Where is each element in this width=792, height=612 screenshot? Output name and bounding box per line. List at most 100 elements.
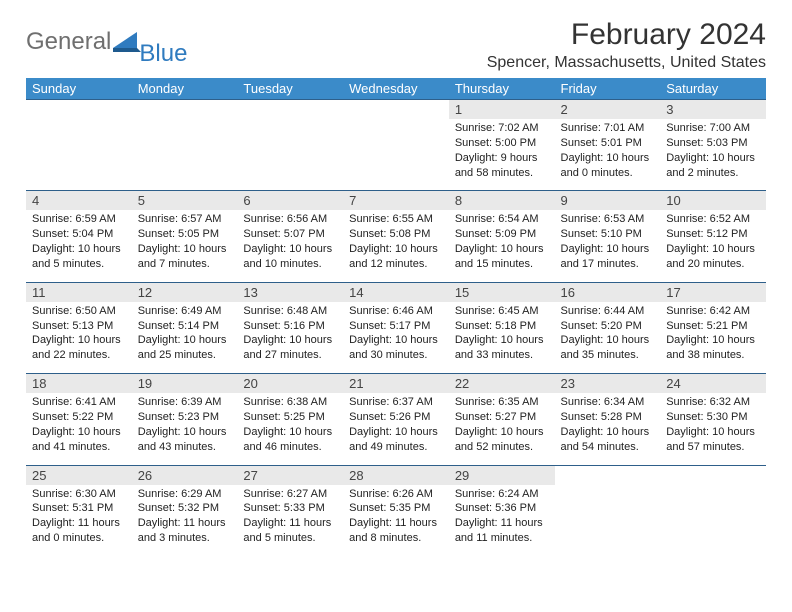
logo-text-general: General	[26, 28, 111, 56]
dow-header: Saturday	[660, 78, 766, 100]
sunrise-text: Sunrise: 6:46 AM	[349, 304, 443, 319]
day-number-cell	[132, 100, 238, 120]
day-detail-cell: Sunrise: 6:45 AMSunset: 5:18 PMDaylight:…	[449, 302, 555, 374]
sunset-text: Sunset: 5:09 PM	[455, 227, 549, 242]
sunset-text: Sunset: 5:17 PM	[349, 319, 443, 334]
day-of-week-row: SundayMondayTuesdayWednesdayThursdayFrid…	[26, 78, 766, 100]
sunset-text: Sunset: 5:12 PM	[666, 227, 760, 242]
daylight-text: Daylight: 10 hours and 30 minutes.	[349, 333, 443, 363]
day-number-cell: 20	[237, 374, 343, 394]
sunrise-text: Sunrise: 6:41 AM	[32, 395, 126, 410]
daylight-text: Daylight: 10 hours and 27 minutes.	[243, 333, 337, 363]
day-detail-cell: Sunrise: 6:29 AMSunset: 5:32 PMDaylight:…	[132, 485, 238, 556]
day-detail-cell	[132, 119, 238, 191]
day-detail-cell: Sunrise: 6:26 AMSunset: 5:35 PMDaylight:…	[343, 485, 449, 556]
daylight-text: Daylight: 10 hours and 57 minutes.	[666, 425, 760, 455]
sunrise-text: Sunrise: 6:53 AM	[561, 212, 655, 227]
sunset-text: Sunset: 5:14 PM	[138, 319, 232, 334]
day-number-cell: 29	[449, 465, 555, 485]
sunrise-text: Sunrise: 6:24 AM	[455, 487, 549, 502]
day-number-row: 123	[26, 100, 766, 120]
month-title: February 2024	[487, 18, 766, 52]
page-header: General Blue February 2024 Spencer, Mass…	[26, 18, 766, 72]
day-detail-cell: Sunrise: 6:24 AMSunset: 5:36 PMDaylight:…	[449, 485, 555, 556]
day-detail-cell	[660, 485, 766, 556]
day-detail-cell: Sunrise: 6:44 AMSunset: 5:20 PMDaylight:…	[555, 302, 661, 374]
sunrise-text: Sunrise: 6:27 AM	[243, 487, 337, 502]
daylight-text: Daylight: 11 hours and 11 minutes.	[455, 516, 549, 546]
sunrise-text: Sunrise: 6:49 AM	[138, 304, 232, 319]
sunset-text: Sunset: 5:33 PM	[243, 501, 337, 516]
day-detail-cell: Sunrise: 6:35 AMSunset: 5:27 PMDaylight:…	[449, 393, 555, 465]
sunset-text: Sunset: 5:04 PM	[32, 227, 126, 242]
day-detail-cell: Sunrise: 6:57 AMSunset: 5:05 PMDaylight:…	[132, 210, 238, 282]
day-number-cell: 18	[26, 374, 132, 394]
day-detail-cell	[26, 119, 132, 191]
sunset-text: Sunset: 5:31 PM	[32, 501, 126, 516]
day-number-cell	[555, 465, 661, 485]
sunrise-text: Sunrise: 6:26 AM	[349, 487, 443, 502]
day-detail-cell: Sunrise: 6:38 AMSunset: 5:25 PMDaylight:…	[237, 393, 343, 465]
daylight-text: Daylight: 10 hours and 54 minutes.	[561, 425, 655, 455]
sunset-text: Sunset: 5:05 PM	[138, 227, 232, 242]
day-number-cell: 21	[343, 374, 449, 394]
sunrise-text: Sunrise: 7:01 AM	[561, 121, 655, 136]
day-number-cell: 3	[660, 100, 766, 120]
daylight-text: Daylight: 10 hours and 46 minutes.	[243, 425, 337, 455]
day-number-cell: 26	[132, 465, 238, 485]
logo-triangle-icon	[113, 32, 141, 52]
daylight-text: Daylight: 10 hours and 5 minutes.	[32, 242, 126, 272]
daylight-text: Daylight: 11 hours and 5 minutes.	[243, 516, 337, 546]
day-number-cell	[26, 100, 132, 120]
day-detail-cell: Sunrise: 6:27 AMSunset: 5:33 PMDaylight:…	[237, 485, 343, 556]
day-number-cell: 7	[343, 191, 449, 211]
day-detail-cell: Sunrise: 6:50 AMSunset: 5:13 PMDaylight:…	[26, 302, 132, 374]
day-detail-cell: Sunrise: 6:53 AMSunset: 5:10 PMDaylight:…	[555, 210, 661, 282]
sunrise-text: Sunrise: 6:29 AM	[138, 487, 232, 502]
daylight-text: Daylight: 10 hours and 20 minutes.	[666, 242, 760, 272]
sunrise-text: Sunrise: 6:56 AM	[243, 212, 337, 227]
sunset-text: Sunset: 5:27 PM	[455, 410, 549, 425]
sunrise-text: Sunrise: 6:55 AM	[349, 212, 443, 227]
daylight-text: Daylight: 10 hours and 49 minutes.	[349, 425, 443, 455]
sunset-text: Sunset: 5:22 PM	[32, 410, 126, 425]
calendar-page: General Blue February 2024 Spencer, Mass…	[0, 0, 792, 556]
day-number-cell: 10	[660, 191, 766, 211]
daylight-text: Daylight: 10 hours and 43 minutes.	[138, 425, 232, 455]
daylight-text: Daylight: 10 hours and 0 minutes.	[561, 151, 655, 181]
title-block: February 2024 Spencer, Massachusetts, Un…	[487, 18, 766, 72]
sunset-text: Sunset: 5:25 PM	[243, 410, 337, 425]
daylight-text: Daylight: 9 hours and 58 minutes.	[455, 151, 549, 181]
day-number-cell: 23	[555, 374, 661, 394]
sunrise-text: Sunrise: 6:59 AM	[32, 212, 126, 227]
day-number-cell: 12	[132, 282, 238, 302]
day-number-cell: 5	[132, 191, 238, 211]
day-detail-cell: Sunrise: 7:01 AMSunset: 5:01 PMDaylight:…	[555, 119, 661, 191]
day-number-cell: 24	[660, 374, 766, 394]
sunset-text: Sunset: 5:21 PM	[666, 319, 760, 334]
sunset-text: Sunset: 5:16 PM	[243, 319, 337, 334]
sunset-text: Sunset: 5:26 PM	[349, 410, 443, 425]
logo: General Blue	[26, 18, 191, 56]
sunset-text: Sunset: 5:28 PM	[561, 410, 655, 425]
sunrise-text: Sunrise: 6:44 AM	[561, 304, 655, 319]
day-detail-cell: Sunrise: 6:32 AMSunset: 5:30 PMDaylight:…	[660, 393, 766, 465]
day-number-cell	[343, 100, 449, 120]
day-detail-cell	[343, 119, 449, 191]
sunrise-text: Sunrise: 6:34 AM	[561, 395, 655, 410]
day-number-cell	[660, 465, 766, 485]
calendar-table: SundayMondayTuesdayWednesdayThursdayFrid…	[26, 78, 766, 556]
day-number-cell: 13	[237, 282, 343, 302]
sunrise-text: Sunrise: 7:02 AM	[455, 121, 549, 136]
sunrise-text: Sunrise: 6:39 AM	[138, 395, 232, 410]
day-number-cell	[237, 100, 343, 120]
day-detail-cell: Sunrise: 6:49 AMSunset: 5:14 PMDaylight:…	[132, 302, 238, 374]
day-detail-cell: Sunrise: 6:48 AMSunset: 5:16 PMDaylight:…	[237, 302, 343, 374]
day-number-cell: 17	[660, 282, 766, 302]
sunset-text: Sunset: 5:00 PM	[455, 136, 549, 151]
dow-header: Sunday	[26, 78, 132, 100]
sunset-text: Sunset: 5:23 PM	[138, 410, 232, 425]
day-detail-cell: Sunrise: 7:00 AMSunset: 5:03 PMDaylight:…	[660, 119, 766, 191]
day-detail-cell: Sunrise: 6:59 AMSunset: 5:04 PMDaylight:…	[26, 210, 132, 282]
daylight-text: Daylight: 10 hours and 38 minutes.	[666, 333, 760, 363]
